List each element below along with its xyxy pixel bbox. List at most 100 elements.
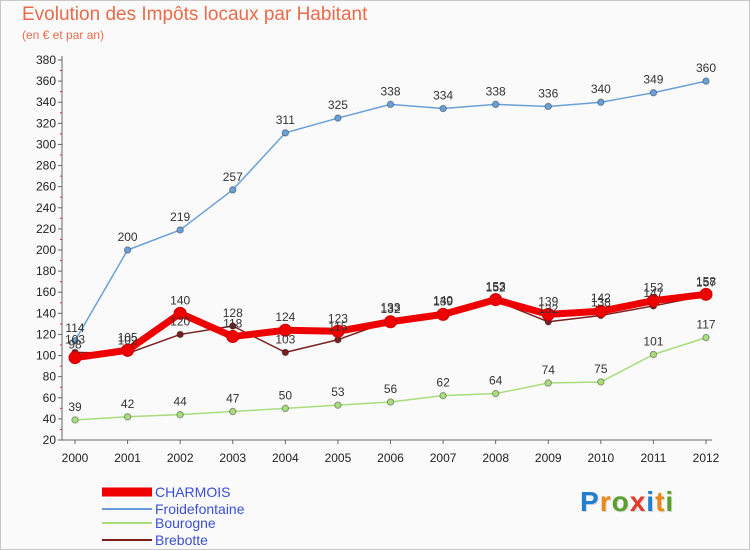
series-lines [68, 77, 713, 424]
data-point [71, 337, 79, 345]
data-label: 219 [170, 210, 190, 224]
data-label: 98 [68, 338, 82, 352]
y-tick-label: 200 [36, 243, 56, 257]
data-point [699, 287, 713, 301]
data-label: 56 [384, 382, 398, 396]
x-tick-label: 2001 [114, 451, 141, 465]
y-tick-label: 100 [36, 349, 56, 363]
data-point [386, 398, 395, 406]
data-label: 139 [433, 294, 453, 308]
y-tick-label: 40 [43, 412, 57, 426]
data-label: 75 [594, 362, 608, 376]
data-label: 132 [538, 302, 558, 316]
data-point [544, 379, 552, 387]
data-point [71, 416, 79, 424]
data-point [281, 404, 290, 413]
series-line-bourogne [74, 336, 707, 421]
data-point [702, 333, 710, 342]
data-point [436, 307, 450, 321]
y-tick-label: 140 [36, 306, 56, 320]
data-label: 105 [118, 330, 138, 344]
data-label: 139 [538, 294, 558, 308]
proxiti-logo: Proxiti [580, 486, 674, 518]
data-point [334, 114, 342, 122]
data-label: 42 [121, 397, 135, 411]
data-point [491, 389, 500, 398]
data-point [544, 102, 552, 111]
data-label: 360 [696, 61, 716, 75]
data-label: 153 [486, 280, 506, 294]
y-tick-label: 240 [36, 201, 56, 215]
data-point [173, 306, 187, 320]
data-point [702, 77, 710, 85]
data-point [597, 98, 605, 106]
data-label: 44 [173, 395, 187, 409]
data-point [594, 304, 608, 318]
x-tick-label: 2012 [693, 451, 720, 465]
logo-letter: o [611, 486, 630, 517]
logo-letter: x [629, 486, 647, 517]
data-point [176, 410, 184, 419]
data-label: 338 [380, 84, 400, 98]
x-tick-label: 2009 [535, 451, 562, 465]
data-point [541, 307, 555, 321]
x-tick-label: 2005 [325, 451, 352, 465]
axes: 20 40 60 80 100 120 140 160 180 200 220 240 260 280 30… [36, 53, 720, 465]
data-label: 133 [380, 301, 400, 315]
logo-letter: t [655, 486, 666, 517]
chart-title: Evolution des Impôts locaux par Habitant [22, 4, 368, 25]
data-point [489, 293, 503, 307]
y-tick-label: 20 [43, 433, 57, 447]
legend-entry: Bourogne [155, 515, 216, 531]
data-point [386, 100, 395, 109]
data-point [439, 104, 447, 113]
y-tick-label: 180 [36, 264, 56, 278]
data-label: 115 [328, 320, 347, 334]
y-tick-label: 360 [36, 74, 56, 88]
data-label: 142 [591, 291, 611, 305]
data-label: 334 [433, 89, 453, 103]
data-label: 128 [223, 306, 243, 320]
data-point [68, 351, 82, 365]
data-label: 74 [542, 363, 556, 377]
data-point [176, 226, 184, 234]
y-tick-label: 340 [36, 95, 56, 109]
logo-letter: i [646, 486, 656, 517]
data-label: 336 [538, 86, 558, 100]
data-label: 200 [118, 230, 138, 244]
data-label: 138 [591, 295, 611, 309]
data-label: 311 [276, 113, 295, 127]
x-tick-label: 2006 [377, 451, 404, 465]
data-point [281, 348, 290, 357]
data-label: 102 [118, 333, 138, 347]
x-tick-label: 2011 [641, 451, 667, 465]
data-point [646, 294, 660, 308]
y-tick-label: 260 [36, 180, 56, 194]
data-label: 39 [68, 400, 82, 414]
data-point [229, 322, 237, 330]
y-tick-label: 220 [36, 222, 56, 236]
data-point [176, 330, 184, 339]
y-tick-label: 80 [43, 370, 57, 384]
y-tick-label: 120 [36, 327, 56, 341]
data-point [331, 324, 345, 338]
data-label: 47 [226, 392, 240, 406]
data-labels: 114 200 219 257 311 325 338 334 338 336 340 349 360 3… [65, 61, 716, 414]
data-point [597, 378, 605, 386]
data-label: 62 [436, 376, 450, 390]
data-point [384, 315, 397, 329]
data-point [123, 246, 132, 254]
data-point [229, 186, 237, 194]
data-label: 53 [331, 385, 345, 399]
x-tick-label: 2002 [167, 451, 194, 465]
data-label: 157 [696, 275, 716, 289]
legend-entry: Brebotte [155, 532, 208, 548]
x-tick-label: 2000 [62, 451, 89, 465]
data-label: 123 [328, 311, 348, 325]
data-label: 132 [380, 302, 400, 316]
data-point [226, 330, 240, 344]
y-tick-label: 160 [36, 285, 56, 299]
data-label: 338 [486, 84, 506, 98]
